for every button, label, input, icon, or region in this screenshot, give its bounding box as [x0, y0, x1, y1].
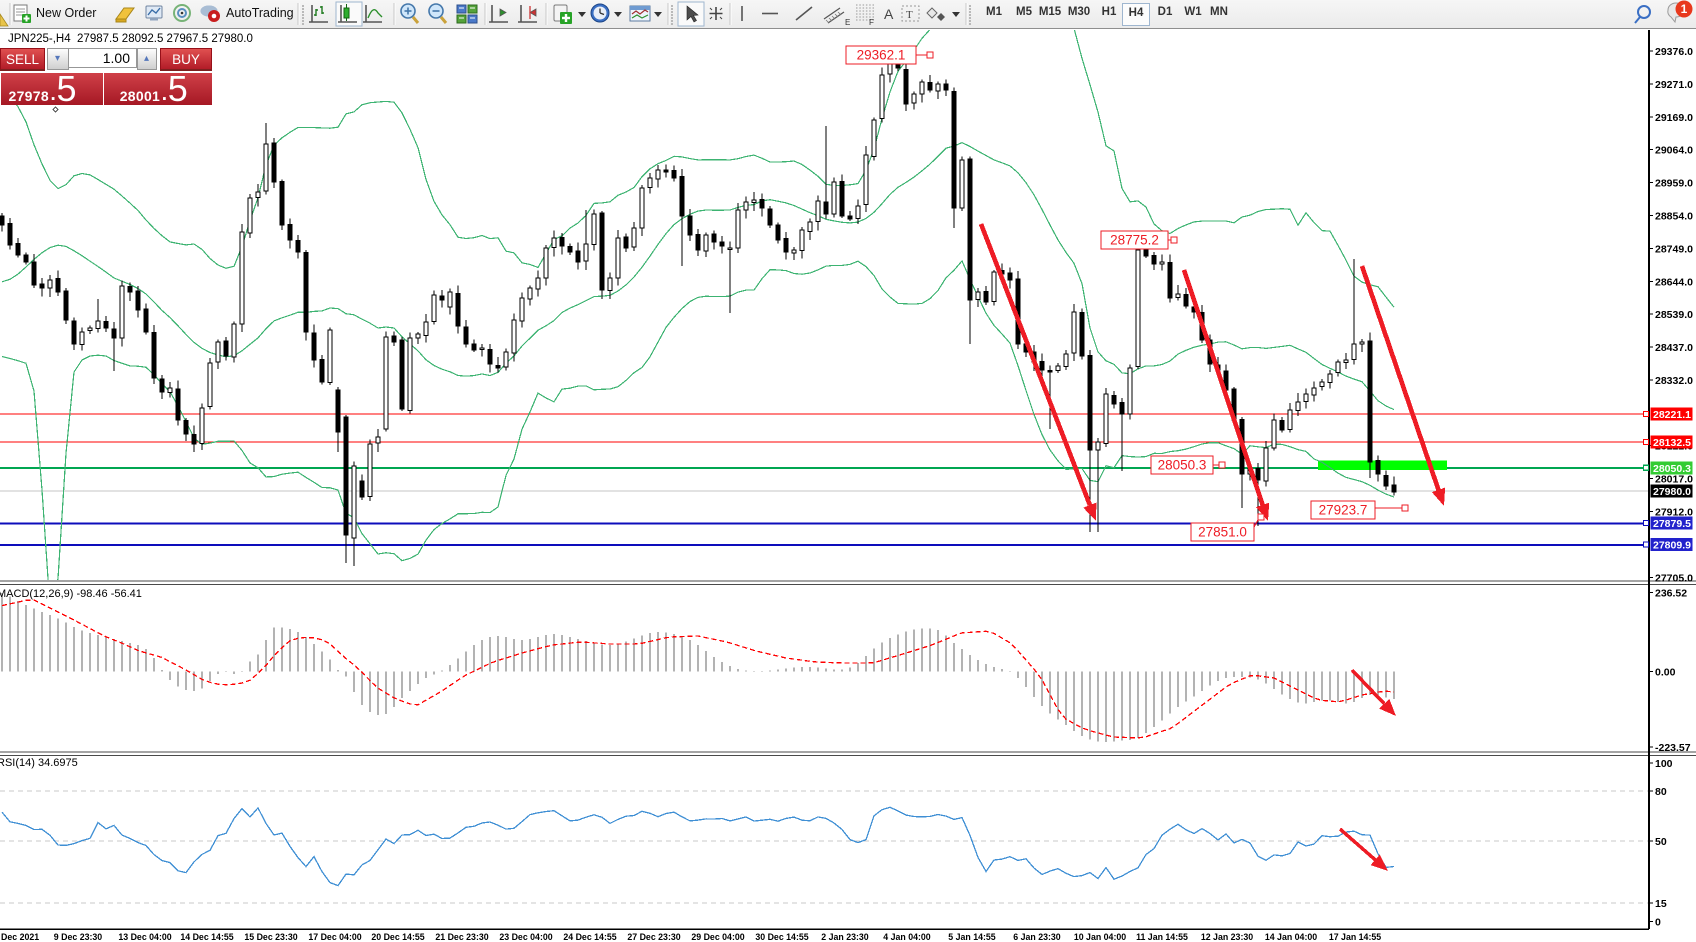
svg-text:100: 100: [1655, 758, 1673, 770]
svg-text:29376.0: 29376.0: [1655, 46, 1693, 58]
svg-text:29169.0: 29169.0: [1655, 112, 1693, 124]
svg-text:Dec 2021: Dec 2021: [1, 932, 39, 942]
svg-text:80: 80: [1655, 786, 1667, 798]
svg-text:28132.5: 28132.5: [1653, 437, 1691, 449]
svg-text:T: T: [906, 9, 913, 21]
svg-text:A: A: [884, 6, 894, 22]
svg-text:50: 50: [1655, 836, 1667, 848]
svg-text:F: F: [869, 18, 874, 27]
svg-text:28959.0: 28959.0: [1655, 178, 1693, 190]
svg-text:20 Dec 14:55: 20 Dec 14:55: [371, 932, 424, 942]
svg-text:E: E: [845, 18, 850, 27]
svg-text:28854.0: 28854.0: [1655, 211, 1693, 223]
svg-text:27 Dec 23:30: 27 Dec 23:30: [627, 932, 680, 942]
svg-text:15 Dec 23:30: 15 Dec 23:30: [244, 932, 297, 942]
svg-text:11 Jan 14:55: 11 Jan 14:55: [1136, 932, 1188, 942]
svg-text:RSI(14) 34.6975: RSI(14) 34.6975: [0, 757, 78, 769]
svg-text:28644.0: 28644.0: [1655, 276, 1693, 288]
svg-text:24 Dec 14:55: 24 Dec 14:55: [563, 932, 616, 942]
svg-text:29064.0: 29064.0: [1655, 145, 1693, 157]
svg-text:5 Jan 14:55: 5 Jan 14:55: [948, 932, 996, 942]
svg-text:28437.0: 28437.0: [1655, 342, 1693, 354]
svg-text:28775.2: 28775.2: [1110, 233, 1159, 248]
svg-text:27923.7: 27923.7: [1319, 503, 1368, 518]
svg-text:17 Jan 14:55: 17 Jan 14:55: [1329, 932, 1381, 942]
svg-text:28749.0: 28749.0: [1655, 243, 1693, 255]
svg-text:28332.0: 28332.0: [1655, 375, 1693, 387]
svg-text:27809.9: 27809.9: [1653, 540, 1691, 552]
svg-text:13 Dec 04:00: 13 Dec 04:00: [118, 932, 171, 942]
svg-text:27980.0: 27980.0: [1653, 486, 1691, 498]
svg-text:6 Jan 23:30: 6 Jan 23:30: [1013, 932, 1061, 942]
svg-text:27851.0: 27851.0: [1198, 525, 1247, 540]
svg-text:12 Jan 23:30: 12 Jan 23:30: [1201, 932, 1253, 942]
svg-text:0: 0: [1655, 917, 1661, 929]
svg-text:10 Jan 04:00: 10 Jan 04:00: [1074, 932, 1126, 942]
svg-text:0.00: 0.00: [1655, 667, 1676, 679]
svg-text:17 Dec 04:00: 17 Dec 04:00: [308, 932, 361, 942]
svg-text:30 Dec 14:55: 30 Dec 14:55: [755, 932, 808, 942]
svg-text:14 Dec 14:55: 14 Dec 14:55: [180, 932, 233, 942]
svg-text:29271.0: 29271.0: [1655, 79, 1693, 91]
svg-text:21 Dec 23:30: 21 Dec 23:30: [435, 932, 488, 942]
svg-text:29362.1: 29362.1: [857, 48, 906, 63]
svg-text:JPN225-,H4 27987.5 28092.5 27: JPN225-,H4 27987.5 28092.5 27967.5 27980…: [8, 33, 253, 45]
svg-text:27879.5: 27879.5: [1653, 518, 1691, 530]
svg-text:14 Jan 04:00: 14 Jan 04:00: [1265, 932, 1317, 942]
svg-text:28050.3: 28050.3: [1158, 458, 1207, 473]
svg-text:4 Jan 04:00: 4 Jan 04:00: [883, 932, 931, 942]
svg-text:28050.3: 28050.3: [1653, 463, 1691, 475]
svg-text:1: 1: [1681, 2, 1688, 16]
svg-text:28221.1: 28221.1: [1653, 409, 1691, 421]
svg-text:27912.0: 27912.0: [1655, 507, 1693, 519]
svg-text:28539.0: 28539.0: [1655, 309, 1693, 321]
svg-text:23 Dec 04:00: 23 Dec 04:00: [499, 932, 552, 942]
svg-text:15: 15: [1655, 898, 1667, 910]
svg-text:2 Jan 23:30: 2 Jan 23:30: [821, 932, 869, 942]
svg-text:27705.0: 27705.0: [1655, 572, 1693, 584]
svg-text:MACD(12,26,9) -98.46 -56.41: MACD(12,26,9) -98.46 -56.41: [0, 588, 142, 600]
svg-text:28017.0: 28017.0: [1655, 474, 1693, 486]
svg-text:29 Dec 04:00: 29 Dec 04:00: [691, 932, 744, 942]
svg-text:-223.57: -223.57: [1655, 742, 1691, 754]
svg-text:9 Dec 23:30: 9 Dec 23:30: [54, 932, 103, 942]
svg-text:236.52: 236.52: [1655, 588, 1687, 600]
